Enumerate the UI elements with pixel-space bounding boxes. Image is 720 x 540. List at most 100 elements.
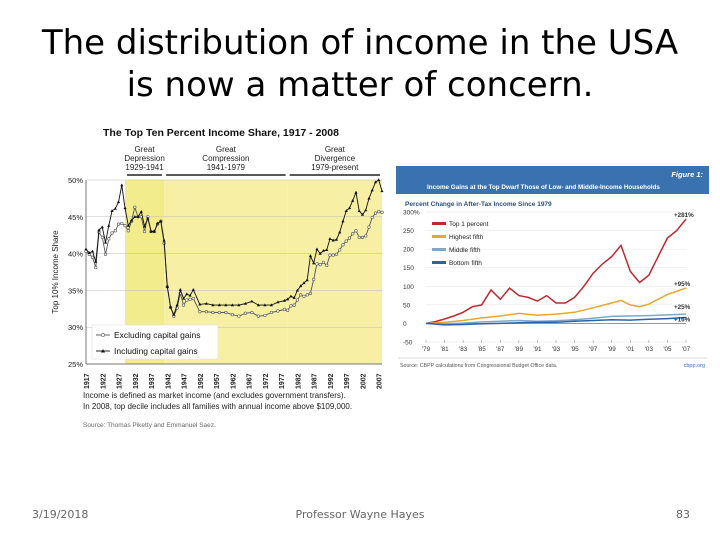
data-point xyxy=(185,298,189,302)
x-tick-label: '97 xyxy=(589,346,598,353)
data-point xyxy=(142,224,147,228)
data-point xyxy=(188,293,192,297)
slide-title-line-2: is now a matter of concern. xyxy=(126,65,594,105)
data-point xyxy=(142,229,147,234)
chart1-title: The Top Ten Percent Income Share, 1917 -… xyxy=(103,127,339,139)
data-point xyxy=(217,303,221,307)
legend-entry: Excluding capital gains xyxy=(114,330,200,340)
x-tick-label: 1962 xyxy=(230,373,237,389)
data-point xyxy=(159,219,163,223)
x-tick-label: 1917 xyxy=(84,373,91,389)
data-point xyxy=(354,229,358,233)
y-tick-label: 50% xyxy=(68,176,83,185)
data-point xyxy=(305,278,309,282)
data-point xyxy=(364,208,368,212)
x-tick-label: '05 xyxy=(663,346,672,353)
data-point xyxy=(113,229,117,233)
data-point xyxy=(351,198,355,202)
x-tick-label: 1952 xyxy=(198,373,205,389)
data-point xyxy=(224,310,228,315)
data-point xyxy=(315,247,319,251)
data-point xyxy=(181,303,186,307)
data-point xyxy=(347,236,352,240)
era-label-line-2: Depression xyxy=(124,154,164,163)
data-point xyxy=(338,248,342,252)
x-tick-label: 1992 xyxy=(328,373,335,389)
data-point xyxy=(344,209,348,213)
data-point xyxy=(90,255,95,259)
x-tick-label: 1967 xyxy=(247,373,254,389)
x-tick-label: '99 xyxy=(608,346,617,353)
chart2-y-ticks: -50 0 50 100 150 200 250 300% xyxy=(403,210,420,347)
data-point xyxy=(120,221,124,226)
data-point xyxy=(325,263,329,267)
data-point xyxy=(224,303,228,307)
data-point xyxy=(250,310,254,315)
data-point xyxy=(116,222,121,226)
data-point xyxy=(146,216,150,220)
era-label-line-3: 1929-1941 xyxy=(125,163,164,172)
y-tick-label: 200 xyxy=(403,247,414,254)
data-point xyxy=(286,308,290,312)
data-point xyxy=(120,183,124,187)
x-tick-label: 1972 xyxy=(263,373,270,389)
data-point xyxy=(282,307,287,312)
era-label-line-3: 1979-present xyxy=(311,163,359,172)
y-tick-label: 0 xyxy=(403,321,407,328)
x-tick-label: '83 xyxy=(459,346,468,353)
data-point xyxy=(315,262,319,266)
data-point xyxy=(256,303,260,307)
x-tick-label: 1937 xyxy=(149,373,156,389)
x-tick-label: 1987 xyxy=(312,373,319,389)
series-line xyxy=(425,287,687,325)
x-tick-label: '81 xyxy=(440,346,449,353)
x-tick-label: '07 xyxy=(682,346,691,353)
data-point xyxy=(312,277,316,281)
chart2-legend: Top 1 percent Highest fifth Middle fifth Bo… xyxy=(432,221,489,267)
data-point xyxy=(162,238,166,242)
x-tick-label: 1957 xyxy=(214,373,221,389)
data-point xyxy=(126,223,130,227)
end-label: +95% xyxy=(674,281,691,288)
chart2-end-labels: +281% +95% +25% +16% xyxy=(674,212,694,323)
data-point xyxy=(370,188,374,192)
data-point xyxy=(110,209,114,213)
data-point xyxy=(276,309,280,313)
data-point xyxy=(328,237,332,240)
data-point xyxy=(354,190,358,194)
data-point xyxy=(357,235,361,240)
legend-swatch xyxy=(432,222,446,225)
data-point xyxy=(292,296,296,299)
x-tick-label: 1947 xyxy=(182,373,189,389)
data-point xyxy=(292,303,296,307)
era-label-line-3: 1941-1979 xyxy=(207,163,246,172)
end-label: +281% xyxy=(674,212,694,219)
data-point xyxy=(136,215,140,218)
data-point xyxy=(377,178,381,182)
data-point xyxy=(289,294,293,298)
data-point xyxy=(191,296,195,301)
chart1-series xyxy=(84,178,384,318)
data-point xyxy=(188,297,192,301)
data-point xyxy=(185,292,189,296)
data-point xyxy=(110,231,114,235)
end-label: +25% xyxy=(674,304,691,311)
data-point xyxy=(175,303,179,307)
data-point xyxy=(370,215,374,220)
data-point xyxy=(204,310,208,314)
x-tick-label: 1977 xyxy=(279,373,286,389)
data-point xyxy=(198,310,202,314)
data-point xyxy=(107,237,111,241)
chart1-era-labels: GreatDepression1929-1941GreatCompression… xyxy=(124,145,380,176)
chart2-source: Source: CBPP calculations from Congressi… xyxy=(400,363,557,369)
x-tick-label: '87 xyxy=(496,346,505,353)
slide-title-line-1: The distribution of income in the USA xyxy=(41,23,679,63)
data-point xyxy=(87,251,91,254)
x-tick-label: 1927 xyxy=(117,373,124,389)
chart1-source: Source: Thomas Piketty and Emmanuel Saez… xyxy=(83,422,216,429)
data-point xyxy=(123,224,127,228)
x-tick-label: 1942 xyxy=(165,373,172,389)
era-label-line-1: Great xyxy=(135,145,156,154)
data-point xyxy=(364,234,368,238)
data-point xyxy=(295,298,300,302)
